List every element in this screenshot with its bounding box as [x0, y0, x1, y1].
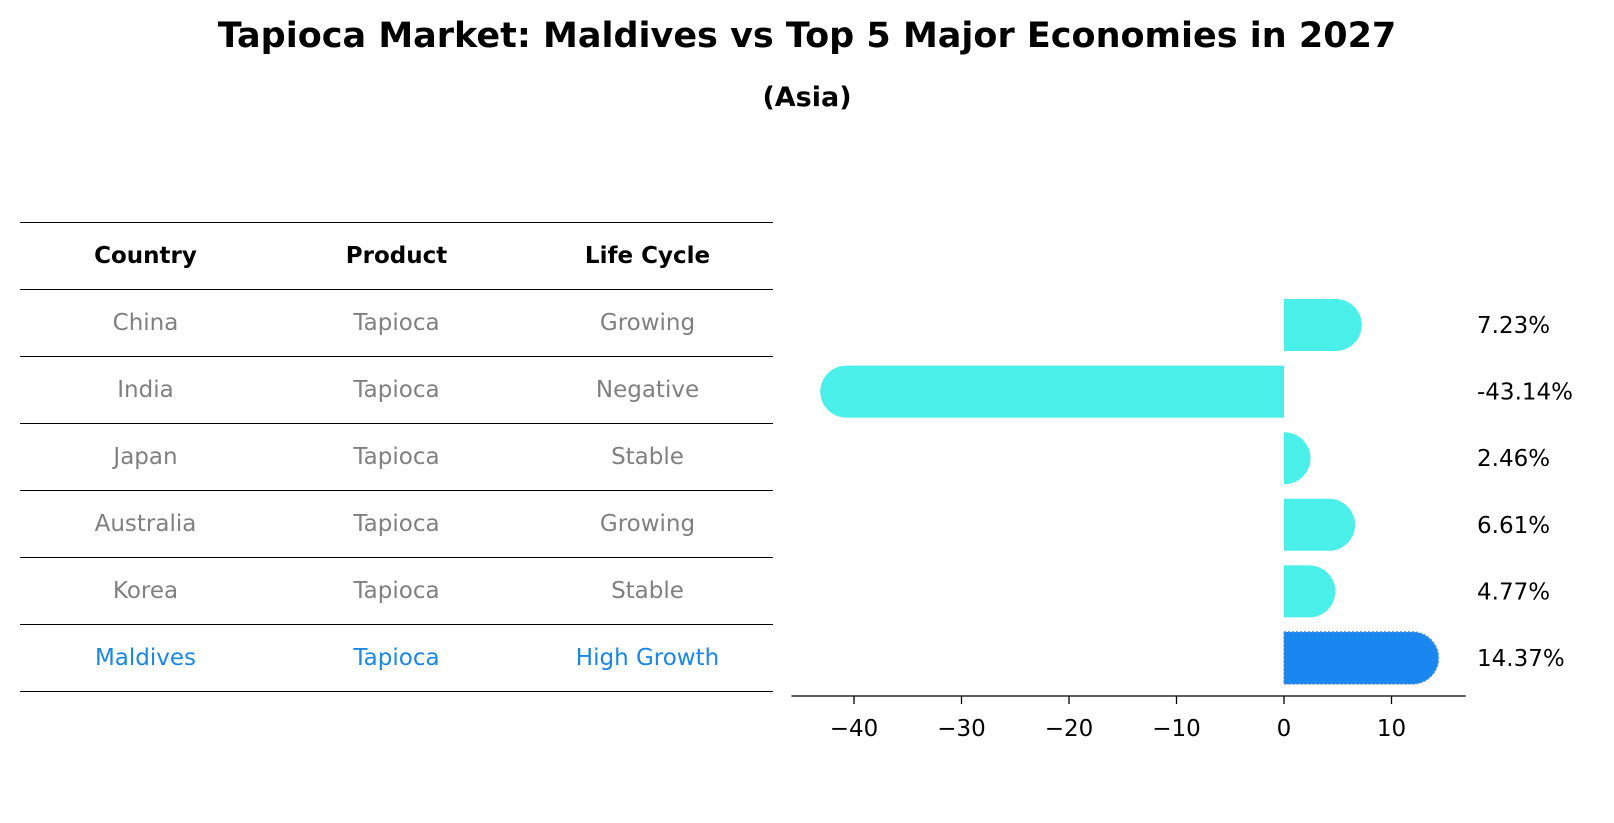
table-row: Australia Tapioca Growing: [20, 490, 773, 558]
x-tick-label: −20: [1045, 716, 1094, 742]
data-label-maldives: 14.37%: [1477, 646, 1565, 672]
table-row-highlighted: Maldives Tapioca High Growth: [20, 624, 773, 692]
bar-korea: [1284, 565, 1336, 618]
data-label-australia: 6.61%: [1477, 513, 1550, 539]
bar-maldives: [1283, 631, 1440, 685]
cell-product: Tapioca: [271, 289, 522, 357]
data-label-china: 7.23%: [1477, 313, 1550, 339]
cell-product: Tapioca: [271, 423, 522, 491]
x-tick-label: −30: [937, 716, 986, 742]
cell-country: India: [20, 356, 271, 424]
chart-subtitle: (Asia): [762, 82, 852, 113]
table-row: China Tapioca Growing: [20, 289, 773, 357]
column-header-product: Product: [271, 222, 522, 290]
table-row: Japan Tapioca Stable: [20, 423, 773, 491]
table-row: Korea Tapioca Stable: [20, 557, 773, 625]
table-row: India Tapioca Negative: [20, 356, 773, 424]
cell-country: Korea: [20, 557, 271, 625]
column-header-country: Country: [20, 222, 271, 290]
cell-country: Maldives: [20, 624, 271, 692]
chart-title: Tapioca Market: Maldives vs Top 5 Major …: [217, 16, 1397, 56]
bar-australia: [1284, 498, 1356, 551]
data-label-india: -43.14%: [1477, 380, 1573, 406]
comparison-table: Country Product Life Cycle China Tapioca…: [20, 222, 773, 692]
cell-product: Tapioca: [271, 356, 522, 424]
cell-product: Tapioca: [271, 490, 522, 558]
cell-life-cycle: Stable: [522, 557, 773, 625]
cell-life-cycle: Negative: [522, 356, 773, 424]
cell-product: Tapioca: [271, 624, 522, 692]
cell-country: Japan: [20, 423, 271, 491]
cell-life-cycle: High Growth: [522, 624, 773, 692]
bar-china: [1284, 299, 1362, 351]
data-label-korea: 4.77%: [1477, 579, 1550, 605]
x-tick-label: −10: [1152, 716, 1201, 742]
column-header-life-cycle: Life Cycle: [522, 222, 773, 290]
cell-country: China: [20, 289, 271, 357]
cell-country: Australia: [20, 490, 271, 558]
bar-india: [820, 365, 1284, 418]
cell-life-cycle: Growing: [522, 490, 773, 558]
x-tick-label: 0: [1277, 716, 1292, 742]
cell-life-cycle: Stable: [522, 423, 773, 491]
cell-product: Tapioca: [271, 557, 522, 625]
table-header-row: Country Product Life Cycle: [20, 222, 773, 290]
x-tick-label: 10: [1377, 716, 1406, 742]
data-label-japan: 2.46%: [1477, 446, 1550, 472]
cell-life-cycle: Growing: [522, 289, 773, 357]
x-tick-label: −40: [830, 716, 879, 742]
bar-japan: [1284, 432, 1311, 485]
